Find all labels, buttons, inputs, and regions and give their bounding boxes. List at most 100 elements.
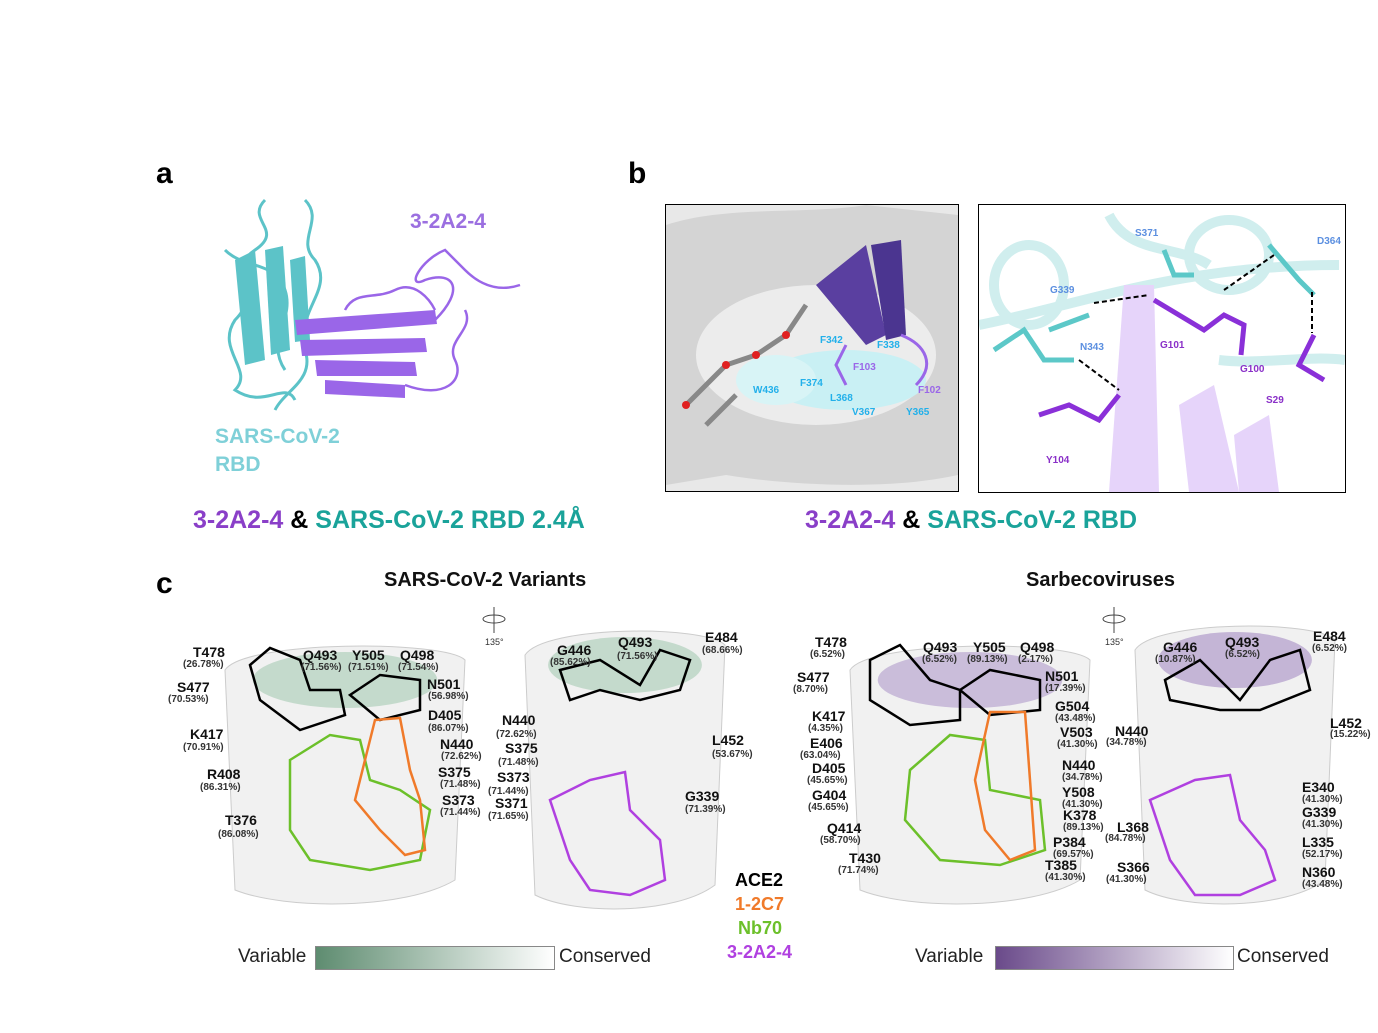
residue-d405: D405 [812,760,846,776]
residue-y505-conservation: (89.13%) [967,654,1008,665]
residue-s477-conservation: (70.53%) [168,694,209,705]
antibody-label: 3-2A2-4 [410,210,486,233]
panel-label-a: a [156,157,173,190]
panel-a-caption: 3-2A2-4 & SARS-CoV-2 RBD 2.4Å [193,506,585,535]
residue-q498: Q498 [400,647,435,663]
residue-q493: Q493 [303,647,338,663]
colorbar-sarbeco [995,946,1234,970]
residue-g504: G504 [1055,698,1090,714]
rotation-label: 135° [1105,637,1124,647]
residue-s373-conservation: (71.44%) [440,807,481,818]
residue-n440: N440 [440,736,474,752]
residue-q493-conservation: (71.56%) [301,662,342,673]
residue-t478: T478 [815,634,847,650]
panel-label-c: c [156,567,173,600]
residue-g404-conservation: (45.65%) [808,802,849,813]
caption-amp: & [290,506,309,534]
residue-n440-conservation: (34.78%) [1106,737,1147,748]
residue-l452: L452 [1330,715,1362,731]
caption-rbd: SARS-CoV-2 RBD [927,506,1138,534]
residue-q498-conservation: (71.54%) [398,662,439,673]
variants-title: SARS-CoV-2 Variants [384,569,587,591]
residue-t385-conservation: (41.30%) [1045,872,1086,883]
residue-q493-conservation: (6.52%) [922,654,958,665]
residue-g504-conservation: (43.48%) [1055,713,1096,724]
residue-y505: Y505 [973,639,1006,655]
residue-e484: E484 [705,629,738,645]
residue-y505-conservation: (71.51%) [348,662,389,673]
residue-label-w436: W436 [753,385,780,396]
residue-l335-conservation: (52.17%) [1302,849,1343,860]
3-2a2-4-footprint [548,770,667,897]
residue-q493-conservation: (6.52%) [1225,649,1261,660]
residue-k417: K417 [812,708,846,724]
residue-t376: T376 [225,812,257,828]
residue-l368-conservation: (84.78%) [1105,833,1146,844]
residue-label-y365: Y365 [906,407,930,418]
surface-render [666,205,958,491]
residue-s477: S477 [177,679,210,695]
residue-s366-conservation: (41.30%) [1106,874,1147,885]
residue-e406-conservation: (63.04%) [800,750,841,761]
residue-n501: N501 [427,676,461,692]
residue-n360: N360 [1302,864,1336,880]
residue-p384: P384 [1053,834,1086,850]
residue-label-g100: G100 [1240,364,1265,375]
rotate-icon [482,607,506,633]
residue-g339: G339 [1302,804,1337,820]
ace2-footprint [558,648,692,702]
residue-d405-conservation: (45.65%) [807,775,848,786]
legend-1-2c7: 1-2C7 [735,894,785,914]
residue-t430: T430 [849,850,881,866]
residue-label-f103: F103 [853,362,876,373]
residue-q493: Q493 [618,634,653,650]
residue-t478: T478 [193,644,225,660]
residue-k378: K378 [1063,807,1097,823]
rbd-label-line2: RBD [215,453,261,476]
residue-s477: S477 [797,669,830,685]
residue-e340-conservation: (41.30%) [1302,794,1343,805]
residue-e340: E340 [1302,779,1335,795]
colorbar-low-label: Variable [238,946,307,967]
caption-antibody: 3-2A2-4 [193,506,284,534]
residue-q493: Q493 [923,639,958,655]
residue-v503: V503 [1060,724,1093,740]
residue-label-s371: S371 [1135,228,1159,239]
residue-e484-conservation: (6.52%) [1312,643,1348,654]
sarbeco-title: Sarbecoviruses [1026,569,1175,591]
residue-g446-conservation: (85.62%) [550,657,591,668]
residue-p384-conservation: (69.57%) [1053,849,1094,860]
residue-n501-conservation: (17.39%) [1045,683,1086,694]
residue-t430-conservation: (71.74%) [838,865,879,876]
nb70-footprint [903,733,1047,867]
residue-k417-conservation: (4.35%) [808,723,844,734]
residue-s373: S373 [442,792,475,808]
residue-t376-conservation: (86.08%) [218,829,259,840]
interaction-view-box [978,204,1346,493]
colorbar-low-label: Variable [915,946,984,967]
residue-n440: N440 [502,712,536,728]
caption-antibody: 3-2A2-4 [805,506,896,534]
residue-l452-conservation: (15.22%) [1330,729,1371,740]
residue-k417: K417 [190,726,224,742]
residue-n440: N440 [1115,723,1149,739]
residue-n501-conservation: (56.98%) [428,691,469,702]
residue-l335: L335 [1302,834,1334,850]
residue-n440-conservation: (72.62%) [441,751,482,762]
residue-n440-conservation: (34.78%) [1062,772,1103,783]
residue-s375: S375 [438,764,471,780]
residue-g339-conservation: (41.30%) [1302,819,1343,830]
residue-d405-conservation: (86.07%) [428,723,469,734]
residue-s373-conservation: (71.44%) [488,786,529,797]
residue-q414-conservation: (58.70%) [820,835,861,846]
residue-label-v367: V367 [852,407,876,418]
residue-s371-conservation: (71.65%) [488,811,529,822]
residue-r408: R408 [207,766,241,782]
surface-view-box [665,204,959,492]
legend-ace2: ACE2 [735,870,784,890]
3-2a2-4-footprint [1148,773,1277,897]
colorbar-high-label: Conserved [1237,946,1329,967]
residue-e484-conservation: (68.66%) [702,645,743,656]
residue-label-f338: F338 [877,340,900,351]
